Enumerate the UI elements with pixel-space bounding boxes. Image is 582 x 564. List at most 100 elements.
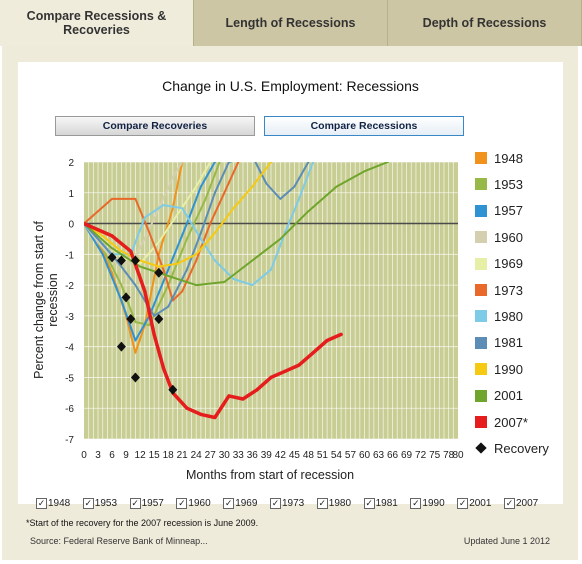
checkmark-icon[interactable]: ✓ (316, 498, 328, 509)
legend-swatch (475, 336, 487, 349)
checkmark-icon[interactable]: ✓ (410, 498, 422, 509)
legend-item: 1969 (475, 256, 523, 272)
series-line-1953 (84, 162, 221, 327)
x-tick-label: 24 (191, 450, 203, 461)
checkbox-label: 1960 (188, 498, 211, 509)
tab-compare-recessions-recoveries[interactable]: Compare Recessions & Recoveries (0, 0, 194, 46)
legend-swatch (475, 152, 487, 164)
recovery-point (126, 313, 136, 324)
recovery-diamond-icon (475, 442, 487, 455)
x-tick-label: 51 (317, 450, 329, 461)
x-tick-label: 80 (452, 450, 464, 461)
x-tick-label: 36 (247, 450, 259, 461)
year-checkbox-1981[interactable]: ✓ 1981 (363, 498, 398, 509)
recovery-point (107, 252, 117, 263)
x-tick-label: 42 (275, 450, 287, 461)
legend-swatch (475, 231, 487, 244)
checkbox-label: 1973 (282, 498, 305, 509)
legend-swatch (475, 310, 487, 323)
updated-note: Updated June 1 2012 (463, 536, 550, 546)
checkmark-icon[interactable]: ✓ (176, 498, 188, 509)
compare-recoveries-button[interactable]: Compare Recoveries (55, 116, 255, 136)
tab-length-of-recessions[interactable]: Length of Recessions (194, 0, 388, 46)
x-tick-label: 60 (359, 450, 371, 461)
recovery-point (154, 267, 164, 278)
checkbox-label: 1957 (141, 498, 164, 509)
checkmark-icon[interactable]: ✓ (363, 498, 375, 509)
y-tick-label: -7 (65, 435, 74, 446)
recovery-point (130, 372, 140, 383)
compare-recessions-button[interactable]: Compare Recessions (264, 116, 464, 136)
legend-item: 1990 (475, 361, 523, 377)
legend-label: 1969 (494, 256, 523, 272)
checkmark-icon[interactable]: ✓ (129, 498, 141, 509)
legend-swatch (475, 178, 487, 191)
x-tick-label: 39 (261, 450, 273, 461)
chart-title: Change in U.S. Employment: Recessions (162, 78, 419, 94)
year-checkbox-2007[interactable]: ✓ 2007 (504, 498, 538, 509)
checkbox-label: 2007 (516, 498, 539, 509)
legend-label: 1990 (494, 361, 523, 377)
recovery-point (154, 313, 164, 324)
x-tick-label: 27 (205, 450, 217, 461)
checkmark-icon[interactable]: ✓ (457, 498, 469, 509)
legend-label: Recovery (494, 440, 549, 456)
legend-label: 1948 (494, 150, 523, 166)
legend-item: 1948 (475, 150, 523, 166)
legend-item: 2001 (475, 388, 523, 404)
year-checkbox-1960[interactable]: ✓ 1960 (176, 498, 211, 509)
legend-swatch (475, 389, 487, 402)
x-tick-label: 6 (109, 450, 115, 461)
checkmark-icon[interactable]: ✓ (36, 498, 47, 509)
year-checkbox-1973[interactable]: ✓ 1973 (270, 498, 304, 509)
legend-label: 2001 (494, 388, 523, 404)
checkmark-icon[interactable]: ✓ (504, 498, 515, 509)
legend-label: 1981 (494, 335, 523, 351)
checkmark-icon[interactable]: ✓ (270, 498, 281, 509)
x-tick-label: 9 (123, 450, 129, 461)
series-line-1990 (84, 162, 272, 268)
year-checkbox-1980[interactable]: ✓ 1980 (316, 498, 351, 509)
source-note: Source: Federal Reserve Bank of Minneap.… (30, 536, 208, 546)
x-tick-label: 0 (81, 450, 87, 461)
y-tick-label: -4 (65, 343, 74, 354)
checkbox-label: 2001 (469, 498, 492, 509)
footnote: *Start of the recovery for the 2007 rece… (26, 518, 259, 528)
legend-swatch (475, 284, 487, 296)
legend-label: 1980 (494, 308, 523, 324)
series-line-1981 (84, 162, 310, 317)
year-checkbox-1969[interactable]: ✓ 1969 (223, 498, 257, 509)
legend-label: 1957 (494, 203, 523, 219)
series-line-1980 (84, 162, 315, 287)
tab-depth-of-recessions[interactable]: Depth of Recessions (388, 0, 582, 46)
year-checkbox-1948[interactable]: ✓ 1948 (36, 498, 70, 509)
series-line-2007 (84, 221, 343, 420)
legend-item: Recovery (475, 440, 549, 456)
legend-swatch (475, 204, 487, 217)
x-tick-label: 18 (163, 450, 175, 461)
legend-item: 1960 (475, 229, 523, 245)
legend-item: 2007* (475, 414, 528, 430)
x-tick-label: 69 (401, 450, 413, 461)
legend-swatch (475, 416, 487, 428)
legend-item: 1957 (475, 203, 523, 219)
x-tick-label: 66 (387, 450, 399, 461)
checkbox-label: 1981 (375, 498, 398, 509)
x-tick-label: 48 (303, 450, 315, 461)
x-tick-label: 33 (233, 450, 245, 461)
year-checkbox-2001[interactable]: ✓ 2001 (457, 498, 491, 509)
checkmark-icon[interactable]: ✓ (223, 498, 235, 509)
checkmark-icon[interactable]: ✓ (82, 498, 94, 509)
year-checkbox-1953[interactable]: ✓ 1953 (82, 498, 117, 509)
legend-item: 1953 (475, 176, 523, 192)
y-tick-label: 1 (68, 189, 74, 200)
x-tick-label: 54 (331, 450, 343, 461)
x-tick-label: 75 (429, 450, 441, 461)
x-tick-label: 21 (177, 450, 189, 461)
y-tick-label: 2 (68, 158, 74, 169)
year-checkbox-1957[interactable]: ✓ 1957 (129, 498, 164, 509)
series-line-1948 (84, 162, 184, 354)
year-checkbox-1990[interactable]: ✓ 1990 (410, 498, 445, 509)
x-tick-label: 15 (149, 450, 161, 461)
